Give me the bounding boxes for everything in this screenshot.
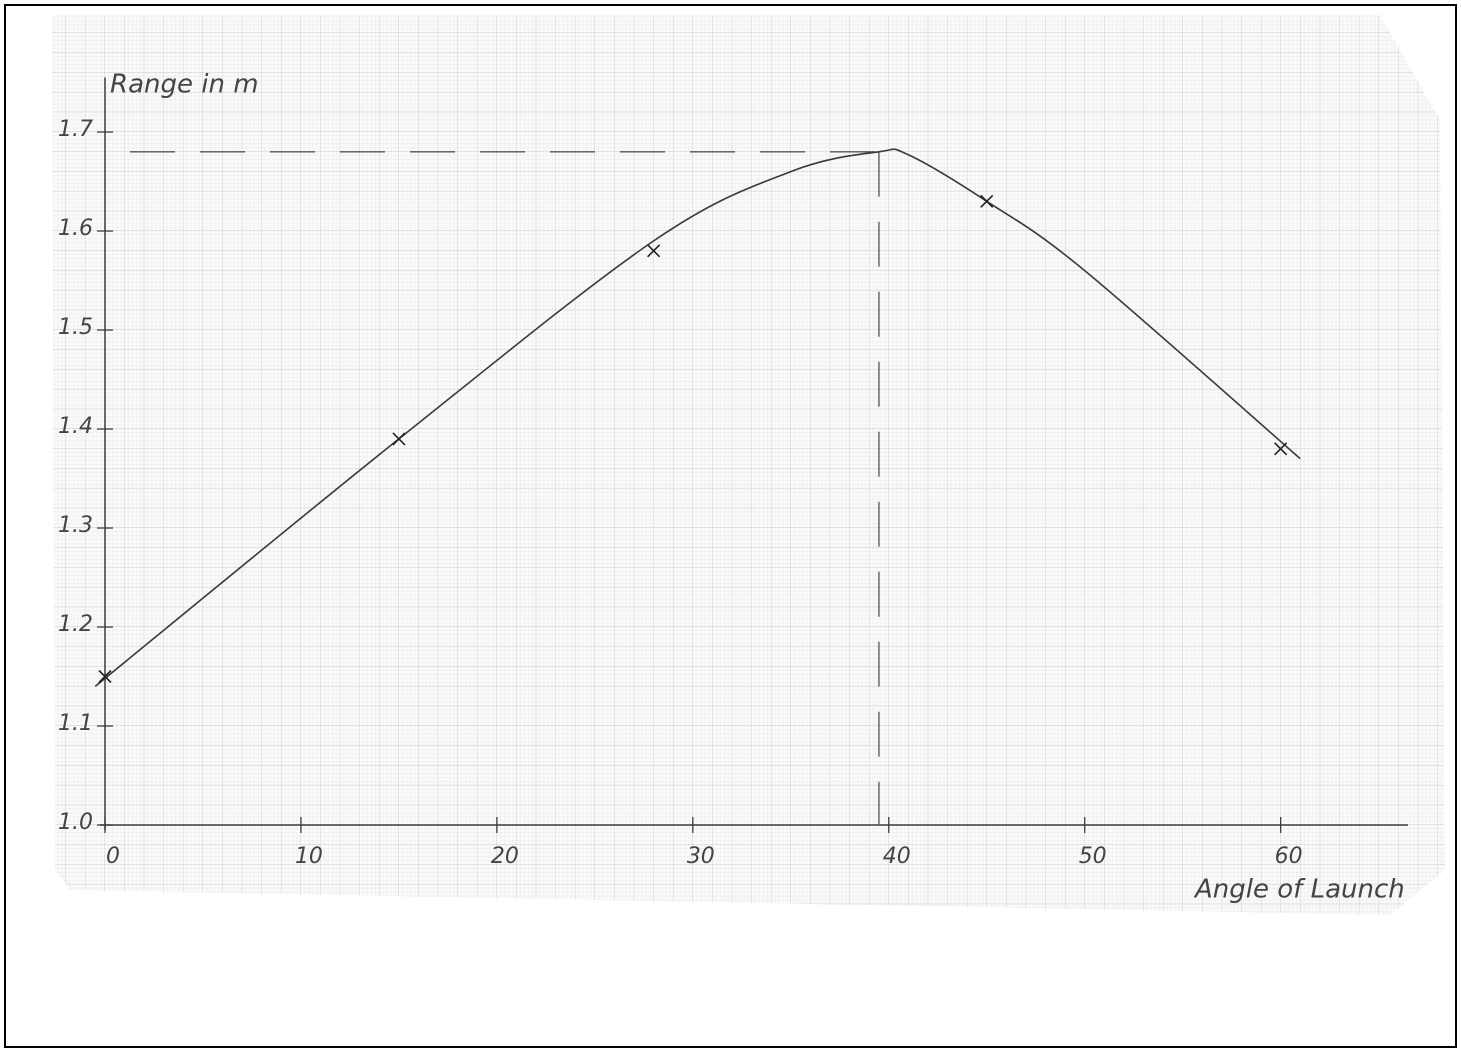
x-tick-label: 40 [883, 844, 911, 869]
x-tick-label: 60 [1275, 844, 1303, 869]
x-tick-label: 30 [687, 844, 715, 869]
x-tick-label: 10 [295, 844, 323, 869]
graph-grid [52, 15, 1445, 915]
chart: Range in m Angle of Launch 1.0 1.1 1.2 1.3 1… [0, 0, 1461, 1052]
y-tick-label: 1.2 [58, 612, 93, 637]
x-axis-label: Angle of Launch [1193, 875, 1405, 905]
y-tick-label: 1.0 [58, 810, 93, 835]
y-axis-label: Range in m [110, 70, 259, 100]
y-tick-label: 1.6 [58, 216, 93, 241]
y-tick-label: 1.1 [58, 711, 93, 736]
x-tick-label: 0 [106, 844, 120, 869]
y-tick-label: 1.3 [58, 513, 93, 538]
y-tick-label: 1.4 [58, 414, 93, 439]
x-tick-label: 20 [491, 844, 519, 869]
y-tick-label: 1.5 [58, 315, 93, 340]
x-tick-label: 50 [1079, 844, 1107, 869]
y-tick-label: 1.7 [58, 117, 93, 142]
